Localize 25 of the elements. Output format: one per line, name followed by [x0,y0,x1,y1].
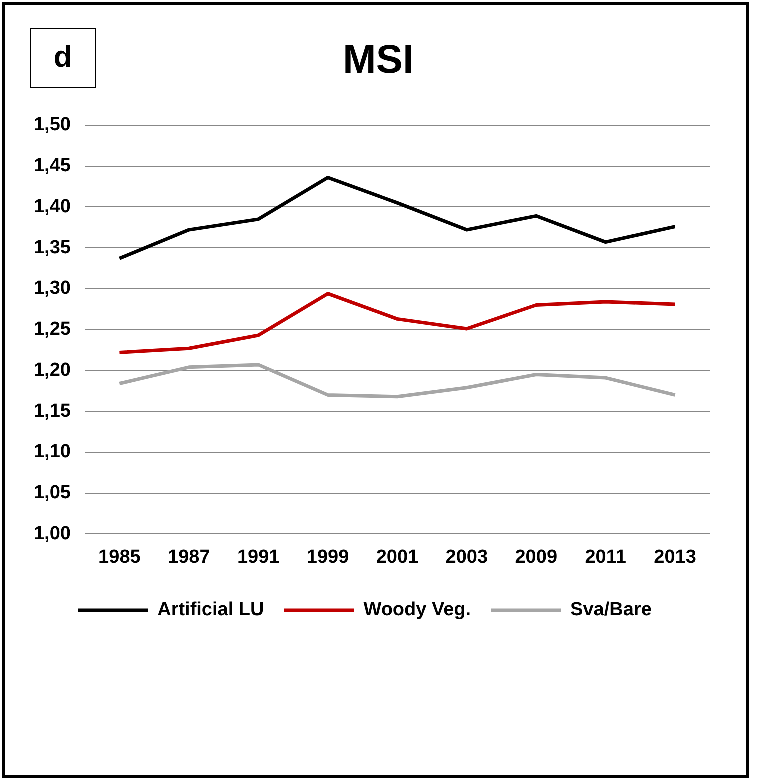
y-tick-label: 1,20 [34,360,71,381]
x-tick-label: 2001 [376,546,420,568]
y-tick-label: 1,40 [34,196,71,218]
y-tick-label: 1,05 [34,482,72,504]
x-tick-label: 1991 [237,546,280,568]
y-tick-label: 1,15 [34,400,72,422]
y-tick-label: 1,35 [34,237,72,258]
x-tick-label: 1987 [168,546,210,568]
y-tick-label: 1,45 [34,156,72,177]
text: d [30,28,96,88]
legend-label: Woody Veg. [364,600,472,621]
x-tick-label: 2013 [654,546,696,568]
x-tick-label: 1999 [306,546,350,568]
y-tick-label: 1,10 [34,442,71,463]
y-tick-label: 1,00 [34,523,71,544]
chart-title: MSI [342,38,414,82]
x-tick-label: 2003 [446,546,488,568]
legend-label: Sva/Bare [570,600,652,621]
x-tick-label: 2011 [585,546,627,568]
x-tick-label: 2009 [515,546,558,568]
y-tick-label: 1,25 [34,319,72,340]
y-tick-label: 1,30 [34,278,71,300]
y-tick-label: 1,50 [34,114,71,136]
x-tick-label: 1985 [98,546,142,568]
legend-label: Artificial LU [158,600,264,621]
